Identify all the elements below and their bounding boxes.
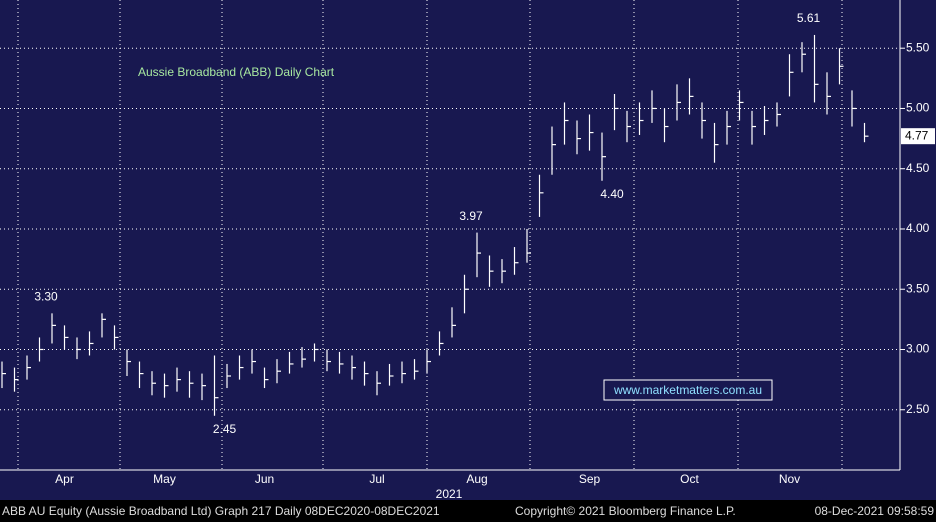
plot-background	[0, 0, 936, 500]
y-tick-label: 3.00	[906, 342, 930, 356]
y-tick-label: 5.50	[906, 40, 930, 54]
x-tick-label: May	[153, 472, 176, 486]
x-tick-label: Oct	[680, 472, 699, 486]
y-tick-label: 4.00	[906, 221, 930, 235]
low-label: 2.45	[213, 422, 237, 436]
x-tick-label: Aug	[466, 472, 487, 486]
x-tick-label: Sep	[579, 472, 601, 486]
x-tick-label: Nov	[779, 472, 800, 486]
watermark: www.marketmatters.com.au	[613, 383, 762, 397]
low-label: 4.40	[600, 187, 624, 201]
footer-left: ABB AU Equity (Aussie Broadband Ltd) Gra…	[2, 504, 440, 518]
y-tick-label: 3.50	[906, 281, 930, 295]
footer-mid: Copyright© 2021 Bloomberg Finance L.P.	[515, 504, 736, 518]
chart-title: Aussie Broadband (ABB) Daily Chart	[138, 65, 335, 79]
year-label: 2021	[436, 487, 463, 501]
last-price-label: 4.77	[905, 128, 929, 142]
footer-background	[0, 500, 936, 522]
y-tick-label: 4.50	[906, 161, 930, 175]
high-label: 3.30	[34, 290, 58, 304]
x-tick-label: Apr	[55, 472, 74, 486]
footer-right: 08-Dec-2021 09:58:59	[815, 504, 935, 518]
high-label: 3.97	[459, 209, 483, 223]
x-tick-label: Jul	[369, 472, 384, 486]
x-tick-label: Jun	[255, 472, 274, 486]
y-tick-label: 2.50	[906, 402, 930, 416]
last-price-box	[901, 128, 935, 145]
watermark-box	[603, 379, 773, 401]
y-tick-label: 5.00	[906, 101, 930, 115]
high-label: 5.61	[797, 11, 821, 25]
